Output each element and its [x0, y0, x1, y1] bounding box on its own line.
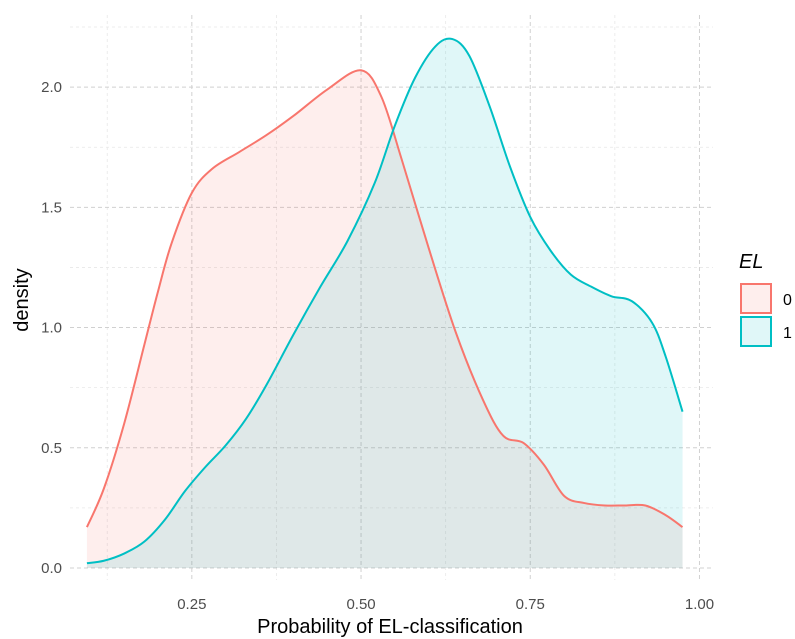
legend: EL 0 1	[739, 251, 792, 347]
y-tick-label: 1.5	[41, 199, 62, 216]
y-axis-title: density	[11, 268, 33, 331]
y-tick-label: 1.0	[41, 320, 62, 337]
density-area-series-0	[86, 70, 683, 568]
x-tick-label: 0.50	[346, 596, 375, 613]
density-area-series-1	[86, 38, 683, 568]
y-tick-label: 0.0	[41, 560, 62, 577]
tick-labels: 0.25 0.50 0.75 1.00 0.0 0.5 1.0 1.5 2.0	[41, 79, 714, 613]
legend-key-0	[740, 283, 772, 314]
legend-label-1: 1	[783, 325, 792, 342]
density-lines	[86, 37, 684, 565]
density-areas	[86, 38, 683, 568]
x-tick-label: 1.00	[685, 596, 714, 613]
legend-title: EL	[739, 251, 763, 273]
density-line-series-1	[86, 37, 684, 565]
x-tick-label: 0.25	[177, 596, 206, 613]
major-gridlines	[70, 15, 713, 580]
legend-label-0: 0	[783, 292, 792, 309]
x-axis-title: Probability of EL-classification	[257, 616, 523, 638]
y-tick-label: 0.5	[41, 440, 62, 457]
legend-key-1	[740, 316, 772, 347]
y-tick-label: 2.0	[41, 79, 62, 96]
x-tick-label: 0.75	[516, 596, 545, 613]
